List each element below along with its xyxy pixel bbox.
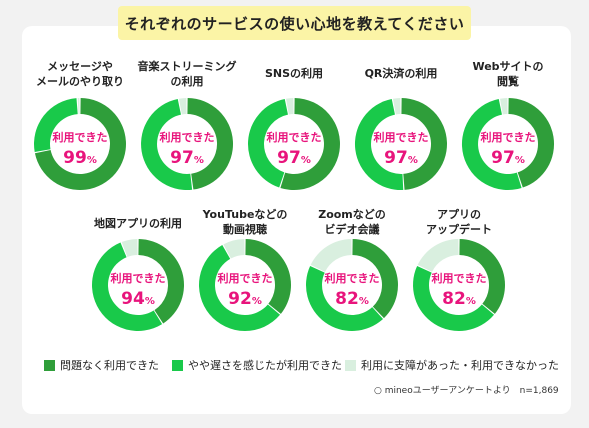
donut-segment-no-problem [34,98,126,190]
donut-segment-had-issues [223,239,245,259]
service-label: アプリの [437,207,481,221]
donut-segment-had-issues [121,239,138,257]
legend-item-had-issues: 利用に支障があった・利用できなかった [345,357,559,373]
donut-segment-no-problem [459,239,506,314]
donut-segment-had-issues [500,98,508,115]
service-label: Webサイトの [472,60,543,73]
usable-percent: 82% [442,289,476,309]
service-label: 動画視聴 [223,222,267,236]
donut-segment-no-problem [401,98,448,190]
legend-swatch-had-issues [345,359,356,371]
donut-segment-had-issues [417,239,459,272]
donut-segment-had-issues [179,98,187,115]
donut-segment-somewhat-slow [354,98,404,191]
donut-segment-no-problem [187,98,234,190]
donut-segment-no-problem [138,239,185,324]
center-label: 利用できた [267,130,322,144]
center-label: 利用できた [325,271,380,285]
usable-percent: 99% [63,148,97,168]
donut-segment-somewhat-slow [34,98,78,152]
service-label: YouTubeなどの [202,208,288,221]
donut-segment-somewhat-slow [306,266,384,332]
donut-segment-somewhat-slow [413,266,495,331]
legend-label-had-issues: 利用に支障があった・利用できなかった [361,359,559,372]
legend: 問題なく利用できた やや遅さを感じたが利用できた 利用に支障があった・利用できな… [44,357,564,375]
page-title: それぞれのサービスの使い心地を教えてください [118,6,471,40]
donut-segment-somewhat-slow [198,245,281,331]
service-label: 音楽ストリーミング [138,59,237,73]
service-label: メッセージや [47,60,113,73]
service-label: メールのやり取り [36,75,124,88]
usable-percent: 97% [277,148,311,168]
legend-swatch-somewhat-slow [172,359,183,371]
legend-label-no-problem: 問題なく利用できた [60,359,159,372]
service-label: 閲覧 [497,74,519,88]
donut-segment-had-issues [77,98,80,115]
service-label: SNSの利用 [265,66,323,80]
usable-percent: 97% [384,148,418,168]
donut-segment-no-problem [280,98,340,190]
center-label: 利用できた [432,271,487,285]
donut-segment-no-problem [245,239,292,314]
donut-segment-had-issues [286,98,294,115]
donut-segment-somewhat-slow [141,98,193,190]
legend-item-somewhat-slow: やや遅さを感じたが利用できた [172,357,342,373]
survey-card [22,26,571,414]
donut-segment-had-issues [310,239,352,272]
service-label: ビデオ会議 [325,222,380,236]
center-label: 利用できた [53,130,108,144]
center-label: 利用できた [160,130,215,144]
legend-item-no-problem: 問題なく利用できた [44,357,159,373]
legend-label-somewhat-slow: やや遅さを感じたが利用できた [188,359,342,372]
service-label: QR決済の利用 [365,66,438,80]
service-label: 地図アプリの利用 [94,216,182,230]
service-label: Zoomなどの [318,208,386,221]
legend-swatch-no-problem [44,359,55,371]
center-label: 利用できた [481,130,536,144]
center-label: 利用できた [374,130,429,144]
donut-segment-had-issues [393,98,401,115]
center-label: 利用できた [111,271,166,285]
usable-percent: 92% [228,289,262,309]
donut-segment-somewhat-slow [461,98,522,191]
donut-segment-somewhat-slow [91,242,163,331]
service-label: の利用 [171,74,204,88]
service-label: アップデート [426,222,492,236]
usable-percent: 82% [335,289,369,309]
donut-segment-no-problem [508,98,555,188]
source-note: ○ mineoユーザーアンケートより n=1,869 [374,386,559,396]
usable-percent: 97% [491,148,525,168]
donut-segment-somewhat-slow [247,98,288,188]
donut-segment-no-problem [352,239,399,319]
usable-percent: 97% [170,148,204,168]
usable-percent: 94% [121,289,155,309]
center-label: 利用できた [218,271,273,285]
